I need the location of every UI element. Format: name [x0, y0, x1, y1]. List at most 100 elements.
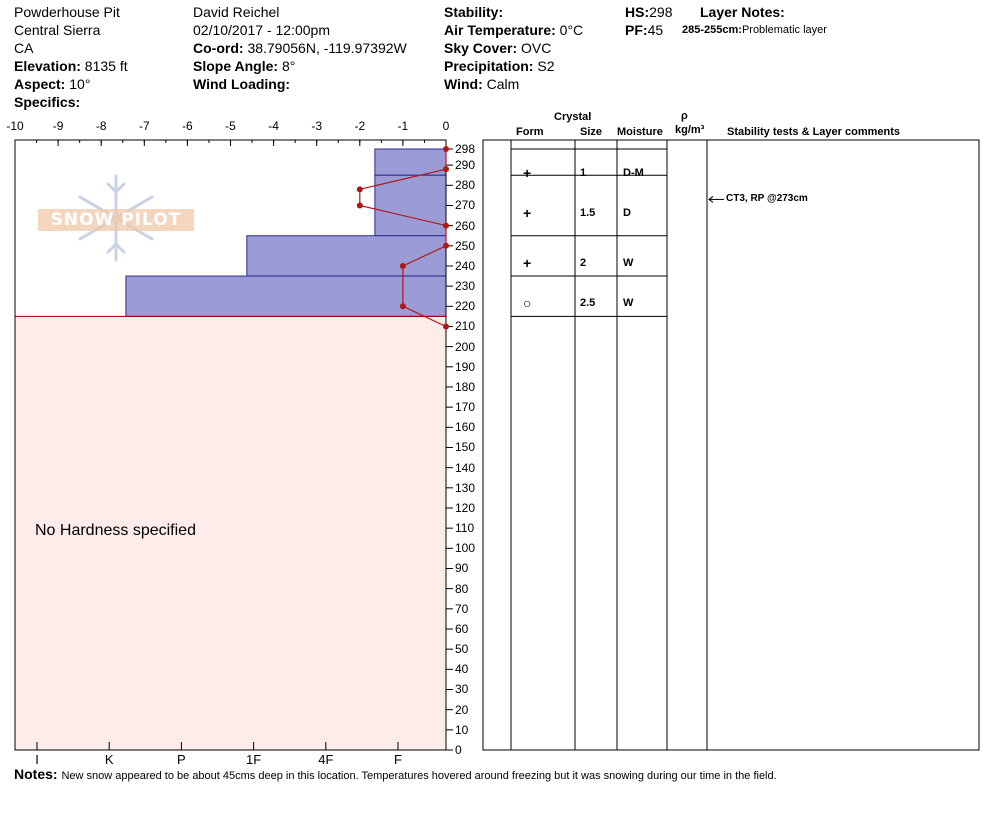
hardness-bar — [374, 174, 447, 237]
height-tick-label: 260 — [455, 218, 476, 233]
layer-size: 2 — [580, 257, 587, 269]
hardness-tick-label: P — [177, 752, 186, 767]
hardness-tick-label: I — [35, 752, 39, 767]
height-tick-label: 280 — [455, 178, 476, 193]
slope-value: 8° — [281, 58, 296, 74]
form-header: Form — [516, 126, 544, 138]
layer-moisture: W — [623, 297, 634, 309]
hardness-bar — [125, 275, 447, 317]
logo-text: SNOW PILOT — [38, 209, 194, 231]
hardness-bar — [246, 235, 447, 277]
temperature-tick-label: -3 — [311, 119, 323, 133]
temperature-tick-label: -4 — [268, 119, 279, 133]
density-unit-header: kg/m³ — [675, 124, 705, 136]
height-tick-label: 160 — [455, 420, 476, 435]
notes-label: Notes: — [14, 766, 58, 782]
height-tick-label: 230 — [455, 279, 476, 294]
hardness-tick-label: 1F — [246, 752, 262, 767]
height-tick-label: 240 — [455, 258, 476, 273]
hardness-tick-label: F — [394, 752, 402, 767]
sky-cover: Sky Cover: OVC — [444, 40, 551, 56]
stability-test-label: CT3, RP @273cm — [726, 193, 808, 205]
pit-name: Powderhouse Pit — [14, 4, 120, 20]
hardness-tick-label: 4F — [318, 752, 334, 767]
hs-value: 298 — [649, 4, 673, 20]
temperature-tick-label: -8 — [95, 119, 107, 133]
aspect: Aspect: 10° — [14, 76, 90, 92]
height-tick-label: 20 — [455, 702, 469, 717]
precipitation: Precipitation: S2 — [444, 58, 554, 74]
layer-form: + — [523, 165, 532, 181]
layer-form: + — [523, 205, 532, 221]
layer-moisture: D-M — [623, 167, 644, 179]
air-temperature: Air Temperature: 0°C — [444, 22, 583, 38]
wind: Wind: Calm — [444, 76, 519, 92]
height-tick-label: 90 — [455, 561, 469, 576]
wind-value: Calm — [486, 76, 520, 92]
sky-label: Sky Cover: — [444, 40, 518, 56]
precip-label: Precipitation: — [444, 58, 534, 74]
height-tick-label: 200 — [455, 339, 476, 354]
temperature-point — [443, 166, 449, 173]
temperature-tick-label: -7 — [138, 119, 150, 133]
temperature-tick-label: 0 — [442, 119, 450, 133]
no-hardness-region — [15, 316, 446, 750]
height-tick-label: 190 — [455, 359, 476, 374]
hs: HS:298 — [625, 4, 672, 20]
height-tick-label: 130 — [455, 480, 476, 495]
height-tick-label: 0 — [455, 743, 462, 757]
height-tick-label: 50 — [455, 642, 469, 657]
temperature-tick-label: -5 — [225, 119, 236, 133]
pf-value: 45 — [647, 22, 664, 38]
aspect-value: 10° — [69, 76, 91, 92]
hs-label: HS: — [625, 4, 650, 20]
temperature-tick-label: -10 — [6, 119, 24, 133]
height-tick-label: 140 — [455, 460, 476, 475]
layer-note: 285-255cm:Problematic layer — [682, 24, 827, 37]
height-tick-label: 270 — [455, 198, 476, 213]
wind-label: Wind: — [444, 76, 483, 92]
height-tick-label: 220 — [455, 299, 476, 314]
hardness-tick-label: K — [104, 752, 114, 767]
layer-size: 2.5 — [580, 297, 596, 309]
wind-loading-label: Wind Loading: — [193, 76, 291, 92]
height-tick-label: 120 — [455, 500, 476, 515]
height-tick-label: 100 — [455, 541, 476, 556]
elevation: Elevation: 8135 ft — [14, 58, 128, 74]
precip-value: S2 — [537, 58, 555, 74]
temperature-point — [443, 323, 449, 330]
height-tick-label: 290 — [455, 158, 476, 173]
layer-moisture: D — [623, 207, 631, 219]
layer-moisture: W — [623, 257, 634, 269]
temperature-tick-label: -6 — [182, 119, 193, 133]
height-tick-label: 170 — [455, 400, 476, 415]
layer-table-frame — [482, 139, 980, 751]
moisture-header: Moisture — [617, 126, 663, 138]
height-tick-label: 10 — [455, 722, 469, 737]
range-name: Central Sierra — [14, 22, 101, 38]
layer-note-text: Problematic layer — [741, 24, 827, 36]
height-tick-label: 250 — [455, 238, 476, 253]
size-header: Size — [580, 126, 603, 138]
temperature-point — [356, 186, 363, 193]
elevation-label: Elevation: — [14, 58, 81, 74]
temperature-point — [443, 146, 449, 152]
specifics-label: Specifics: — [14, 94, 81, 110]
height-tick-label: 110 — [455, 521, 475, 536]
coord-label: Co-ord: — [193, 40, 244, 56]
slope-angle: Slope Angle: 8° — [193, 58, 295, 74]
height-tick-label: 70 — [455, 601, 469, 616]
observer: David Reichel — [193, 4, 280, 20]
layer-size: 1.5 — [580, 207, 596, 219]
height-tick-label: 80 — [455, 581, 469, 596]
height-tick-label: 180 — [455, 379, 476, 394]
coord-value: 38.79056N, -119.97392W — [247, 40, 407, 56]
rho-header: ρ — [681, 110, 688, 122]
temperature-point — [443, 222, 449, 229]
stability-label: Stability: — [444, 4, 504, 20]
temperature-point — [399, 303, 406, 310]
temperature-tick-label: -2 — [354, 119, 366, 133]
stability-test-arrowhead — [708, 196, 714, 203]
height-tick-label: 30 — [455, 682, 469, 697]
